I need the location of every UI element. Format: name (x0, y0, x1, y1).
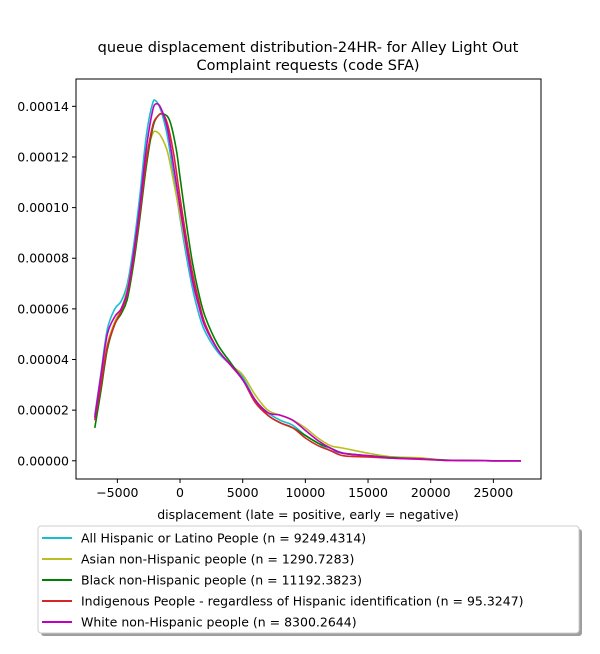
plot-frame (75, 78, 542, 480)
legend-label-4: White non-Hispanic people (n = 8300.2644… (81, 615, 357, 630)
legend-label-2: Black non-Hispanic people (n = 11192.382… (81, 573, 362, 588)
chart-title-line1: queue displacement distribution-24HR- fo… (98, 40, 519, 56)
chart-title-line2: Complaint requests (code SFA) (196, 58, 419, 74)
x-tick-label: 0 (176, 485, 184, 500)
x-tick-label: 15000 (348, 485, 388, 500)
x-axis: −5000 0 5000 10000 15000 20000 25000 (96, 479, 513, 500)
y-tick-label: 0.00004 (17, 352, 69, 367)
y-tick-label: 0.00010 (17, 200, 69, 215)
x-tick-label: 20000 (411, 485, 451, 500)
legend-label-3: Indigenous People - regardless of Hispan… (81, 594, 524, 609)
y-tick-label: 0.00012 (17, 149, 69, 164)
y-tick-label: 0.00006 (17, 301, 69, 316)
legend-box (37, 525, 580, 634)
x-axis-label: displacement (late = positive, early = n… (157, 507, 459, 522)
x-tick-label: 5000 (227, 485, 259, 500)
y-axis: 0.00000 0.00002 0.00004 0.00006 0.00008 0.000… (17, 99, 76, 468)
x-tick-label: 25000 (473, 485, 513, 500)
y-tick-label: 0.00000 (17, 453, 69, 468)
legend-entries: All Hispanic or Latino People (n = 9249.… (42, 531, 524, 630)
y-tick-label: 0.00008 (17, 251, 69, 266)
x-tick-label: −5000 (96, 485, 138, 500)
legend: All Hispanic or Latino People (n = 9249.… (37, 525, 582, 636)
legend-label-0: All Hispanic or Latino People (n = 9249.… (81, 531, 366, 546)
series-layer (94, 99, 521, 462)
y-tick-label: 0.00014 (17, 99, 69, 114)
legend-label-1: Asian non-Hispanic people (n = 1290.7283… (81, 552, 354, 567)
series-line-4 (94, 102, 521, 462)
y-tick-label: 0.00002 (17, 403, 69, 418)
x-tick-label: 10000 (285, 485, 325, 500)
